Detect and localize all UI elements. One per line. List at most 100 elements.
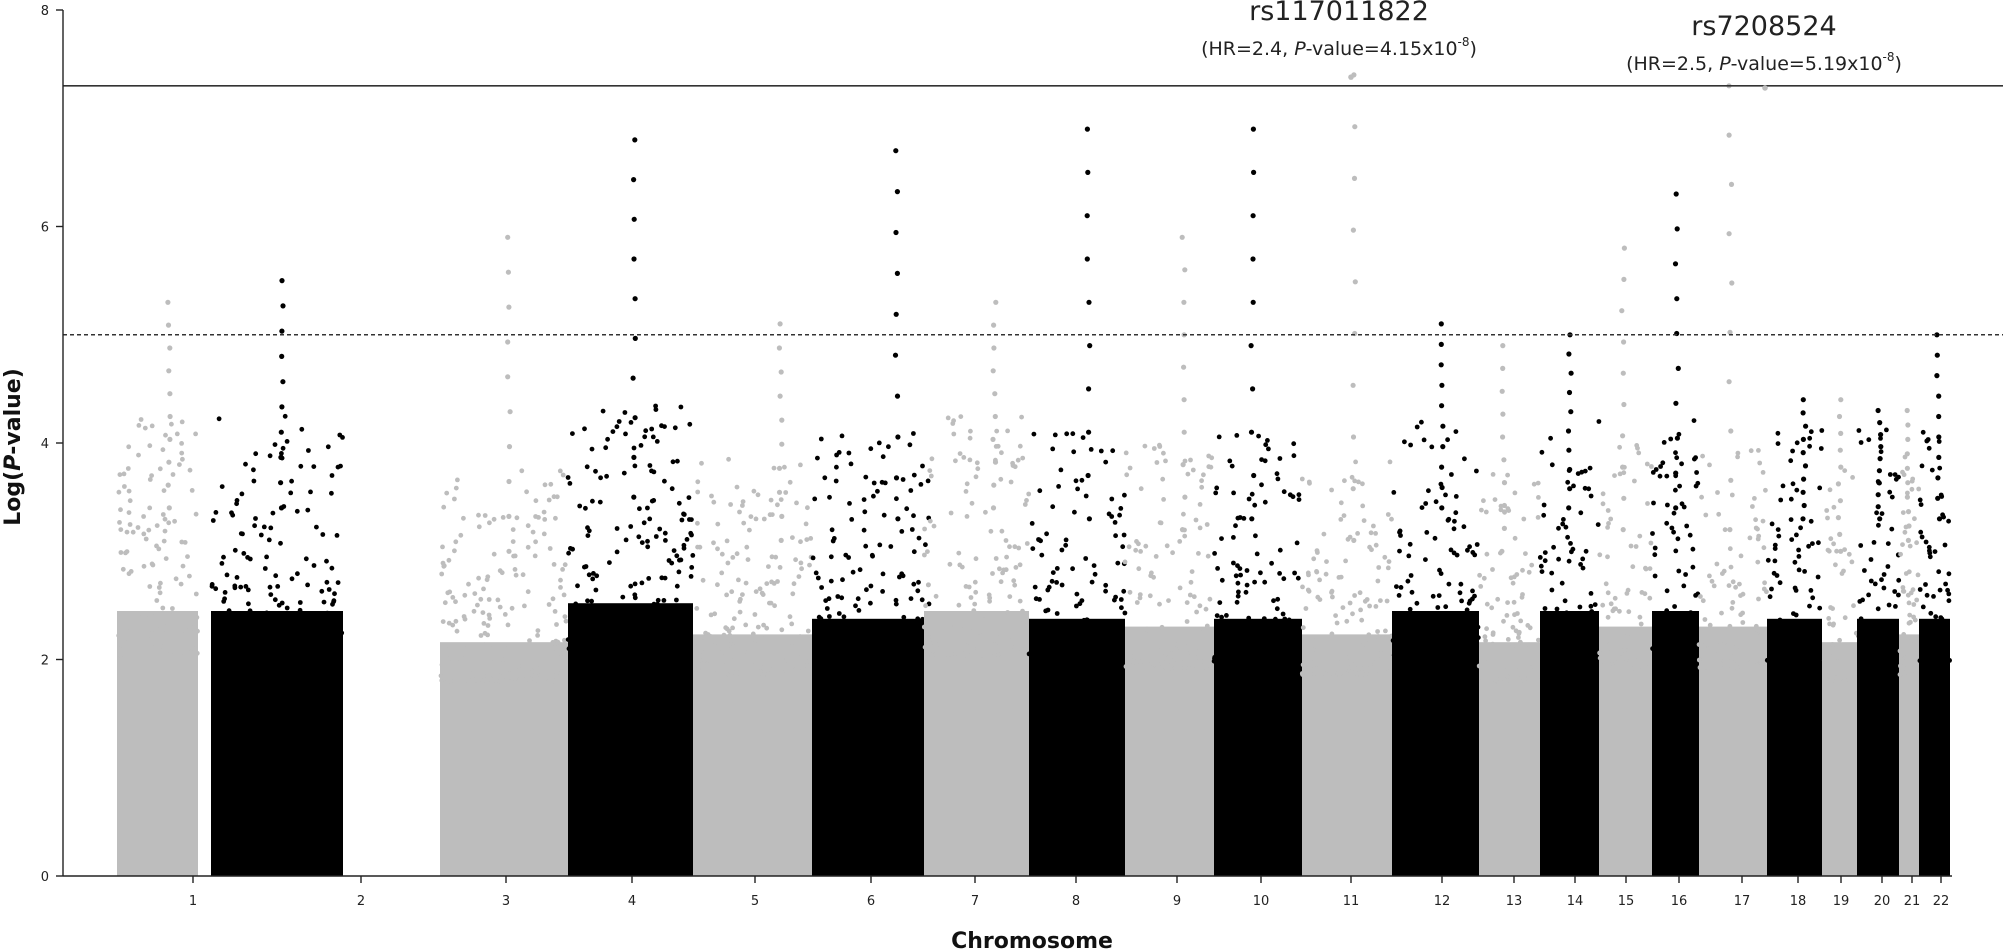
snp-point [278, 540, 283, 546]
snp-point [634, 629, 640, 634]
snp-point [1751, 634, 1756, 639]
snp-point [1007, 594, 1013, 599]
snp-point [846, 555, 851, 560]
snp-point [1933, 614, 1939, 620]
snp-point [1037, 488, 1043, 494]
snp-point [1564, 642, 1569, 647]
snp-point [337, 636, 343, 642]
snp-point [1201, 472, 1206, 478]
snp-point-peak [1086, 386, 1092, 392]
chromosome-7-points [921, 299, 1032, 876]
snp-point [1828, 674, 1834, 679]
snp-point [1835, 661, 1841, 667]
snp-point [438, 673, 444, 679]
x-tick-label: 11 [1343, 894, 1360, 909]
snp-point [179, 441, 185, 446]
snp-point [1649, 464, 1654, 469]
snp-point [162, 648, 167, 653]
snp-point [1103, 588, 1108, 594]
snp-point [1160, 649, 1166, 655]
snp-point [1031, 431, 1037, 437]
snp-point [243, 584, 249, 589]
snp-point [230, 641, 236, 647]
snp-point [561, 592, 567, 598]
snp-point [1434, 642, 1439, 647]
snp-point [1063, 542, 1069, 548]
snp-point [189, 488, 195, 493]
snp-point [1177, 539, 1183, 544]
snp-point [268, 525, 274, 531]
snp-point-peak [776, 345, 783, 351]
snp-point [1233, 523, 1238, 529]
snp-point-peak [166, 505, 172, 511]
snp-point [595, 618, 601, 624]
snp-point [1611, 657, 1617, 663]
snp-point [321, 599, 327, 605]
snp-point [1231, 560, 1236, 566]
snp-point [1601, 647, 1607, 653]
snp-point [1355, 531, 1360, 536]
snp-point [1190, 646, 1196, 652]
snp-point [1849, 559, 1855, 565]
x-tick-label: 6 [867, 894, 875, 909]
snp-point-peak [1837, 531, 1843, 538]
snp-point [847, 637, 852, 643]
snp-point [899, 571, 905, 577]
snp-point [1492, 497, 1498, 502]
snp-point [778, 497, 784, 502]
snp-point-peak [1180, 462, 1186, 468]
snp-point [1866, 592, 1871, 598]
snp-point [1304, 661, 1309, 667]
snp-point-peak [1727, 527, 1733, 533]
snp-point [1461, 640, 1467, 646]
snp-point [853, 603, 858, 609]
snp-point [1118, 506, 1124, 511]
snp-point-peak [1800, 489, 1806, 495]
snp-point [948, 633, 954, 639]
snp-point [1443, 615, 1449, 621]
snp-point [1109, 496, 1115, 502]
snp-point [1792, 658, 1798, 664]
snp-point [1843, 670, 1849, 676]
snp-point [124, 529, 130, 535]
snp-point [1887, 489, 1893, 495]
snp-point [670, 644, 676, 650]
chromosome-10-points [1211, 126, 1302, 876]
snp-point [1763, 653, 1768, 659]
chromosome-22-points [1917, 332, 1952, 876]
snp-point [831, 654, 836, 659]
snp-point-peak [776, 465, 783, 471]
snp-point [147, 505, 153, 511]
snp-point [1763, 487, 1768, 493]
snp-point [628, 583, 634, 589]
snp-point [1479, 507, 1484, 513]
snp-point [1775, 441, 1781, 446]
snp-point [1259, 482, 1264, 488]
snp-point [1580, 565, 1586, 571]
snp-point-peak [1566, 351, 1572, 357]
snp-point [893, 601, 899, 607]
snp-point [179, 419, 185, 425]
snp-point [1535, 515, 1541, 520]
snp-point [729, 670, 735, 676]
snp-point-peak [1250, 256, 1256, 262]
chromosome-20-dense-band [1857, 618, 1899, 876]
snp-point [836, 611, 842, 616]
snp-point [868, 583, 874, 589]
snp-point [1617, 471, 1623, 477]
snp-point [937, 629, 942, 635]
snp-point [1684, 523, 1690, 529]
snp-point [1592, 602, 1598, 607]
snp-point [1271, 598, 1276, 604]
snp-point [1019, 414, 1024, 420]
snp-point [927, 468, 933, 473]
snp-point [1612, 595, 1618, 601]
snp-point [1595, 522, 1601, 527]
snp-point [1089, 639, 1095, 645]
snp-point [1528, 665, 1533, 670]
snp-point [1824, 677, 1830, 683]
snp-point [1729, 492, 1735, 498]
snp-point [541, 509, 547, 515]
snp-point [1115, 560, 1121, 566]
snp-point [1382, 554, 1388, 560]
